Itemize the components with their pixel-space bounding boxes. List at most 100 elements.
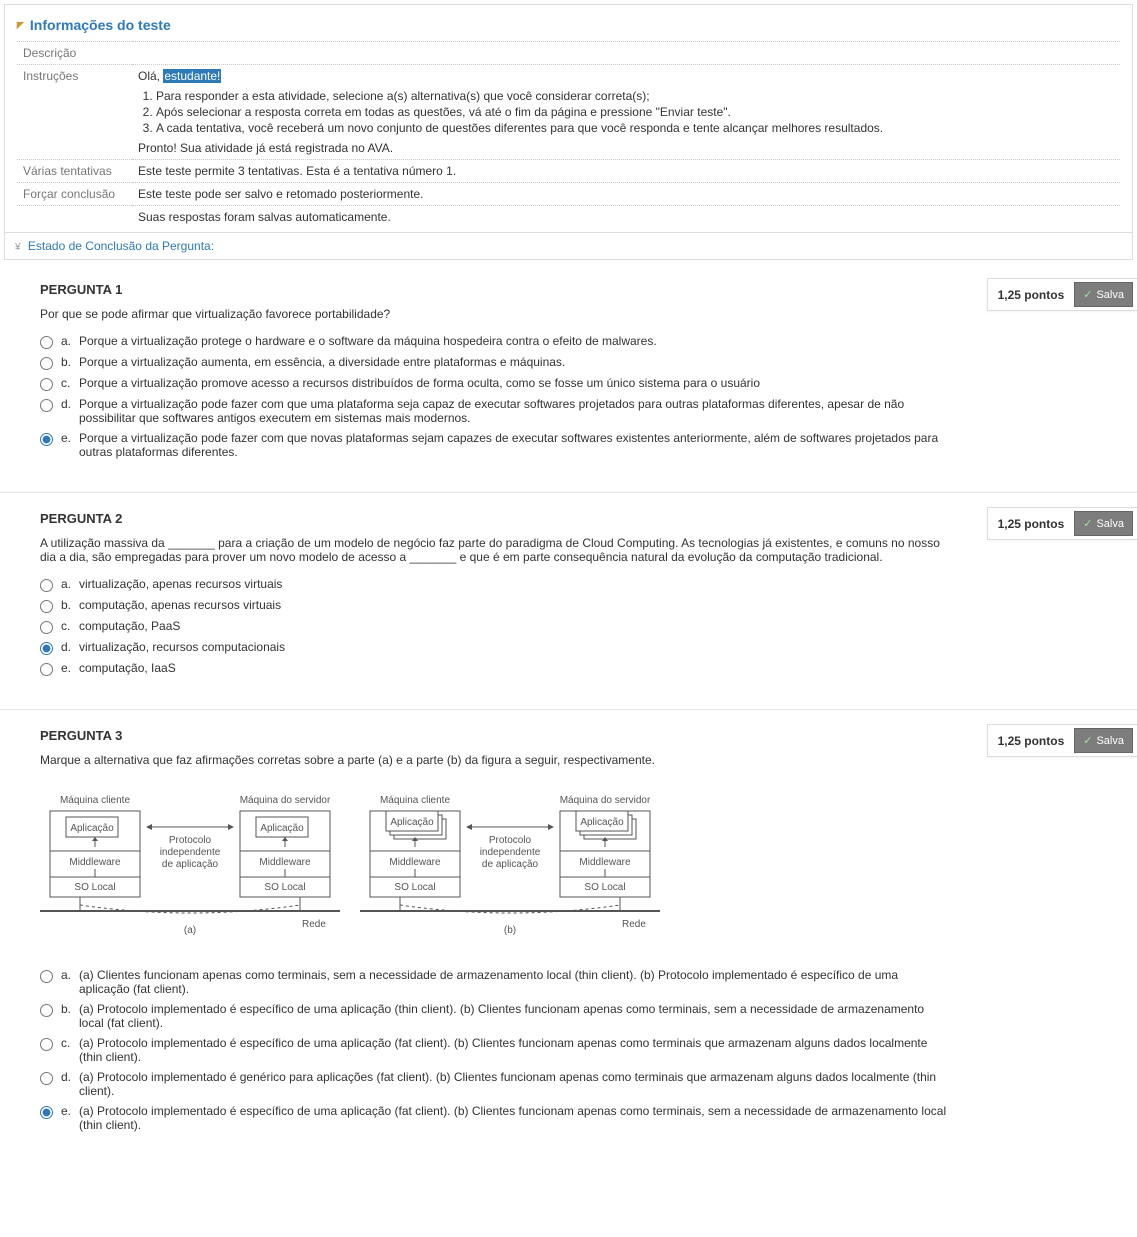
option-text: (a) Protocolo implementado é genérico pa… [79, 1070, 950, 1098]
option-radio[interactable] [40, 1038, 53, 1051]
option-text: (a) Protocolo implementado é específico … [79, 1002, 950, 1030]
option-radio[interactable] [40, 357, 53, 370]
option-radio[interactable] [40, 663, 53, 676]
question-option[interactable]: d. (a) Protocolo implementado é genérico … [40, 1067, 950, 1101]
svg-text:independente: independente [480, 847, 541, 858]
svg-text:Máquina cliente: Máquina cliente [380, 795, 450, 806]
question-option[interactable]: b. (a) Protocolo implementado é específic… [40, 999, 950, 1033]
question-save-badge: ✓Salva [1074, 728, 1133, 753]
save-label: Salva [1096, 289, 1124, 301]
option-text: (a) Protocolo implementado é específico … [79, 1104, 950, 1132]
svg-text:Aplicação: Aplicação [580, 817, 624, 828]
question-option[interactable]: c.Porque a virtualização promove acesso … [40, 373, 950, 394]
option-text: virtualização, recursos computacionais [79, 640, 950, 654]
question-option[interactable]: e.Porque a virtualização pode fazer com … [40, 428, 950, 462]
question-points: 1,25 pontos [988, 728, 1075, 754]
completion-state-bar[interactable]: Estado de Conclusão da Pergunta: [5, 232, 1132, 259]
svg-text:Rede: Rede [302, 919, 326, 930]
question-options: a. virtualização, apenas recursos virtuai… [40, 574, 1097, 679]
info-descricao-value [132, 42, 1120, 65]
option-text: Porque a virtualização pode fazer com qu… [79, 397, 950, 425]
svg-text:(b): (b) [504, 925, 516, 936]
svg-text:Aplicação: Aplicação [390, 817, 434, 828]
question-option[interactable]: e.computação, IaaS [40, 658, 950, 679]
option-letter: e. [61, 1104, 75, 1118]
option-radio[interactable] [40, 433, 53, 446]
question-option[interactable]: e. (a) Protocolo implementado é específic… [40, 1101, 950, 1135]
question-title: PERGUNTA 1 [40, 282, 1097, 297]
check-icon: ✓ [1083, 288, 1092, 301]
question-title: PERGUNTA 2 [40, 511, 1097, 526]
question-prompt: A utilização massiva da _______ para a c… [40, 536, 940, 564]
test-info-table: Descrição Instruções Olá, estudante! Par… [17, 41, 1120, 228]
option-text: computação, apenas recursos virtuais [79, 598, 950, 612]
option-text: Porque a virtualização protege o hardwar… [79, 334, 950, 348]
question-status-box: 1,25 pontos✓Salva [987, 724, 1137, 757]
question-prompt: Marque a alternativa que faz afirmações … [40, 753, 940, 767]
option-radio[interactable] [40, 1072, 53, 1085]
option-radio[interactable] [40, 399, 53, 412]
option-letter: b. [61, 1002, 75, 1016]
option-radio[interactable] [40, 621, 53, 634]
questions-area: 1,25 pontos✓SalvaPERGUNTA 1Por que se po… [0, 264, 1137, 1165]
option-letter: d. [61, 640, 75, 654]
option-letter: a. [61, 577, 75, 591]
option-text: (a) Clientes funcionam apenas como termi… [79, 968, 950, 996]
save-label: Salva [1096, 735, 1124, 747]
question-points: 1,25 pontos [988, 282, 1075, 308]
svg-text:SO Local: SO Local [264, 882, 305, 893]
question-option[interactable]: d. virtualização, recursos computacionais [40, 637, 950, 658]
option-text: computação, PaaS [79, 619, 950, 633]
info-instrucoes-value: Olá, estudante! Para responder a esta at… [132, 65, 1120, 160]
question-option[interactable]: b.computação, apenas recursos virtuais [40, 595, 950, 616]
option-letter: d. [61, 1070, 75, 1084]
info-autosave-value: Suas respostas foram salvas automaticame… [132, 206, 1120, 229]
option-letter: d. [61, 397, 75, 411]
option-radio[interactable] [40, 336, 53, 349]
option-radio[interactable] [40, 1004, 53, 1017]
question-save-badge: ✓Salva [1074, 511, 1133, 536]
option-text: virtualização, apenas recursos virtuais [79, 577, 950, 591]
option-letter: a. [61, 334, 75, 348]
instruction-item: Após selecionar a resposta correta em to… [156, 105, 1114, 119]
question-prompt: Por que se pode afirmar que virtualizaçã… [40, 307, 940, 321]
info-instrucoes-label: Instruções [17, 65, 132, 160]
svg-text:Middleware: Middleware [389, 857, 441, 868]
option-text: Porque a virtualização aumenta, em essên… [79, 355, 950, 369]
option-letter: c. [61, 1036, 75, 1050]
question-option[interactable]: d. Porque a virtualização pode fazer com … [40, 394, 950, 428]
question-status-box: 1,25 pontos✓Salva [987, 507, 1137, 540]
info-tentativas-label: Várias tentativas [17, 160, 132, 183]
instruction-item: Para responder a esta atividade, selecio… [156, 89, 1114, 103]
svg-text:Máquina do servidor: Máquina do servidor [560, 795, 651, 806]
svg-text:SO Local: SO Local [74, 882, 115, 893]
option-radio[interactable] [40, 1106, 53, 1119]
question-title: PERGUNTA 3 [40, 728, 1097, 743]
question-save-badge: ✓ Salva [1074, 282, 1133, 307]
question-block: 1,25 pontos ✓ SalvaPERGUNTA 1 Por que se po… [0, 264, 1137, 492]
svg-text:Protocolo: Protocolo [169, 835, 212, 846]
option-radio[interactable] [40, 378, 53, 391]
question-option[interactable]: c.computação, PaaS [40, 616, 950, 637]
instruction-item: A cada tentativa, você receberá um novo … [156, 121, 1114, 135]
save-label: Salva [1096, 518, 1124, 530]
option-radio[interactable] [40, 600, 53, 613]
question-option[interactable]: a. virtualização, apenas recursos virtuai… [40, 574, 950, 595]
option-radio[interactable] [40, 579, 53, 592]
svg-text:SO Local: SO Local [394, 882, 435, 893]
svg-text:SO Local: SO Local [584, 882, 625, 893]
option-radio[interactable] [40, 970, 53, 983]
info-descricao-label: Descrição [17, 42, 132, 65]
question-points: 1,25 pontos [988, 511, 1075, 537]
option-radio[interactable] [40, 642, 53, 655]
option-text: Porque a virtualização pode fazer com qu… [79, 431, 950, 459]
question-option[interactable]: b.Porque a virtualização aumenta, em ess… [40, 352, 950, 373]
question-option[interactable]: a. Porque a virtualização protege o hardw… [40, 331, 950, 352]
info-forcar-label: Forçar conclusão [17, 183, 132, 206]
option-letter: e. [61, 661, 75, 675]
question-option[interactable]: a.(a) Clientes funcionam apenas como ter… [40, 965, 950, 999]
svg-text:Middleware: Middleware [259, 857, 311, 868]
test-info-title: Informações do teste [17, 13, 1120, 41]
svg-text:de aplicação: de aplicação [482, 859, 539, 870]
question-option[interactable]: c.(a) Protocolo implementado é específic… [40, 1033, 950, 1067]
